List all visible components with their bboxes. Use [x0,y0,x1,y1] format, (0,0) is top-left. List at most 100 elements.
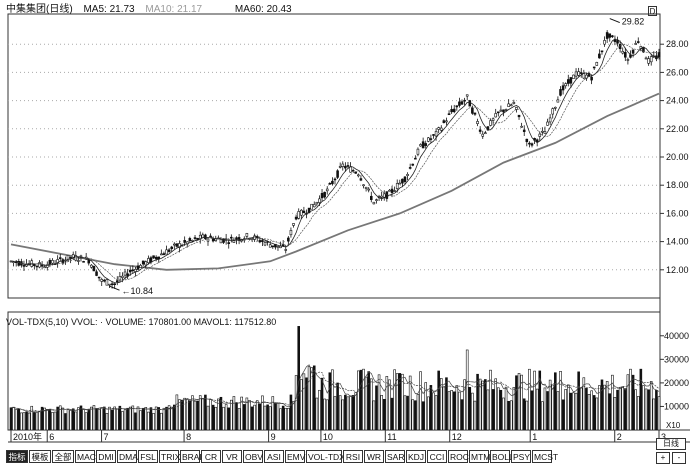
volume-bar [613,397,617,431]
volume-bar [481,380,485,431]
indicator-tab-mcst[interactable]: MCST [532,450,559,463]
candle-body [408,167,412,169]
candle-body [227,242,231,244]
candle-body [497,111,500,114]
candle-body [71,254,75,258]
candle-body [463,99,466,102]
candle-body [33,263,36,267]
indicator-tab-kdj[interactable]: KDJ [406,450,426,463]
volume-bar [372,400,376,431]
indicator-tab-cci[interactable]: CCI [427,450,447,463]
indicator-tab-brar[interactable]: BRAR [180,450,206,463]
indicator-tab-指标[interactable]: 指标 [6,450,28,463]
volume-bar [598,385,601,431]
candle-body [528,142,531,145]
indicator-tab-macd[interactable]: MACD [75,450,103,463]
volume-bar [328,372,332,431]
indicator-tab-rsi[interactable]: RSI [343,450,363,463]
candle-body [302,210,306,214]
indicator-tab-vol-tdx[interactable]: VOL-TDX [306,450,345,463]
volume-bar [222,406,225,431]
volume-bar [77,407,80,431]
candle-body [35,265,39,268]
indicator-tab-fsl[interactable]: FSL [138,450,158,463]
candle-body [66,255,70,261]
volume-bar [292,401,295,431]
volume-bar [395,373,399,431]
indicator-tab-psy[interactable]: PSY [511,450,531,463]
candle-body [325,188,329,192]
zoom-in-button[interactable]: + [656,452,670,464]
indicator-tab-boll[interactable]: BOLL [490,450,514,463]
indicator-tab-模板[interactable]: 模板 [29,450,51,463]
period-label[interactable]: 日线 [656,438,686,450]
volume-bar [136,406,140,431]
indicator-tab-sar[interactable]: SAR [385,450,405,463]
indicator-tab-roc[interactable]: ROC [448,450,469,463]
volume-bar [432,392,435,431]
volume-bar [188,400,192,431]
candle-body [183,240,186,243]
candle-body [644,57,648,60]
indicator-tab-obv[interactable]: OBV [243,450,263,463]
candle-body [341,163,345,167]
volume-bar [442,386,446,431]
volume-bar [17,408,21,431]
volume-bar [401,373,404,431]
volume-bar [605,381,609,431]
volume-bar [520,374,523,431]
volume-bar [491,389,495,431]
candle-body [509,104,513,107]
candle-body [287,237,290,242]
volume-unit-label: X10 [666,421,681,430]
indicator-tab-全部[interactable]: 全部 [52,450,74,463]
volume-bar [263,405,267,431]
candle-body [95,271,98,276]
indicator-tab-vr[interactable]: VR [222,450,242,463]
period-toggle-button[interactable]: D [648,6,657,16]
candle-body [559,89,562,96]
candle-body [128,269,132,273]
volume-bar [255,400,259,431]
volume-bar [242,404,246,431]
volume-bar [344,394,347,431]
volume-bar [655,390,658,431]
volume-bar [144,407,148,431]
chart-frame [7,13,690,443]
indicator-tab-cr[interactable]: CR [201,450,221,463]
volume-bar [61,407,65,431]
volume-bar [227,407,231,431]
candle-body [74,255,78,261]
volume-bar [71,408,75,431]
volume-bar [180,399,184,431]
candle-body [595,62,599,66]
indicator-tab-trix[interactable]: TRIX [159,450,181,463]
volume-bar [51,412,54,431]
indicator-tab-asi[interactable]: ASI [264,450,284,463]
candle-body [574,71,578,77]
volume-bar [357,370,360,431]
volume-bar [131,405,135,431]
zoom-out-button[interactable]: - [672,452,686,464]
volume-bar [636,396,640,431]
volume-bar [572,392,575,431]
candle-body [77,260,80,262]
candle-body [481,133,485,137]
indicator-tab-emv[interactable]: EMV [285,450,306,463]
volume-bar [367,371,370,431]
candle-body [398,182,402,185]
indicator-tab-dmi[interactable]: DMI [96,450,116,463]
candle-body [113,283,116,286]
candle-body [530,143,534,146]
date-label: 8 [186,432,191,442]
volume-bar [201,398,205,431]
indicator-tab-mtm[interactable]: MTM [469,450,491,463]
volume-bar [385,376,389,431]
candle-body [118,276,122,281]
candle-body [494,113,497,118]
candle-body [375,199,378,201]
candle-body [450,109,453,113]
indicator-tab-wr[interactable]: WR [364,450,384,463]
candle-body [105,279,109,286]
indicator-tab-dma[interactable]: DMA [117,450,138,463]
